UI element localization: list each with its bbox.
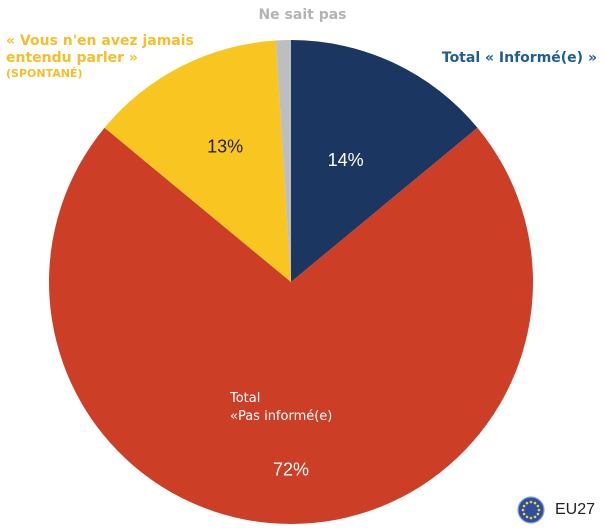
- pie-slice-3: [275, 40, 291, 282]
- pie-slice-2: [104, 40, 291, 282]
- legend-label: EU27: [554, 501, 595, 518]
- slice-percent-labels: 14% 72% 13%: [207, 137, 364, 480]
- label-never-heard: « Vous n'en avez jamais entendu parler »…: [6, 33, 196, 80]
- slice-label-0: 14%: [328, 150, 364, 170]
- label-informed: Total « Informé(e) »: [441, 50, 597, 66]
- slice-label-2: 13%: [207, 137, 243, 157]
- eu-flag-icon: [517, 496, 545, 524]
- pie-slices: [48, 40, 534, 524]
- pie-slice-1: [48, 127, 534, 524]
- label-dont-know: Ne sait pas: [258, 7, 347, 23]
- label-never-heard-main: « Vous n'en avez jamais entendu parler »: [6, 33, 194, 66]
- label-not-informed-line1: Total: [230, 391, 261, 406]
- legend: EU27: [517, 496, 595, 524]
- label-not-informed: Total «Pas informé(e): [230, 390, 332, 426]
- label-not-informed-line2: «Pas informé(e): [230, 409, 333, 424]
- slice-label-1: 72%: [273, 460, 309, 480]
- label-never-heard-sub: (SPONTANÉ): [6, 67, 83, 80]
- pie-slice-0: [291, 40, 478, 282]
